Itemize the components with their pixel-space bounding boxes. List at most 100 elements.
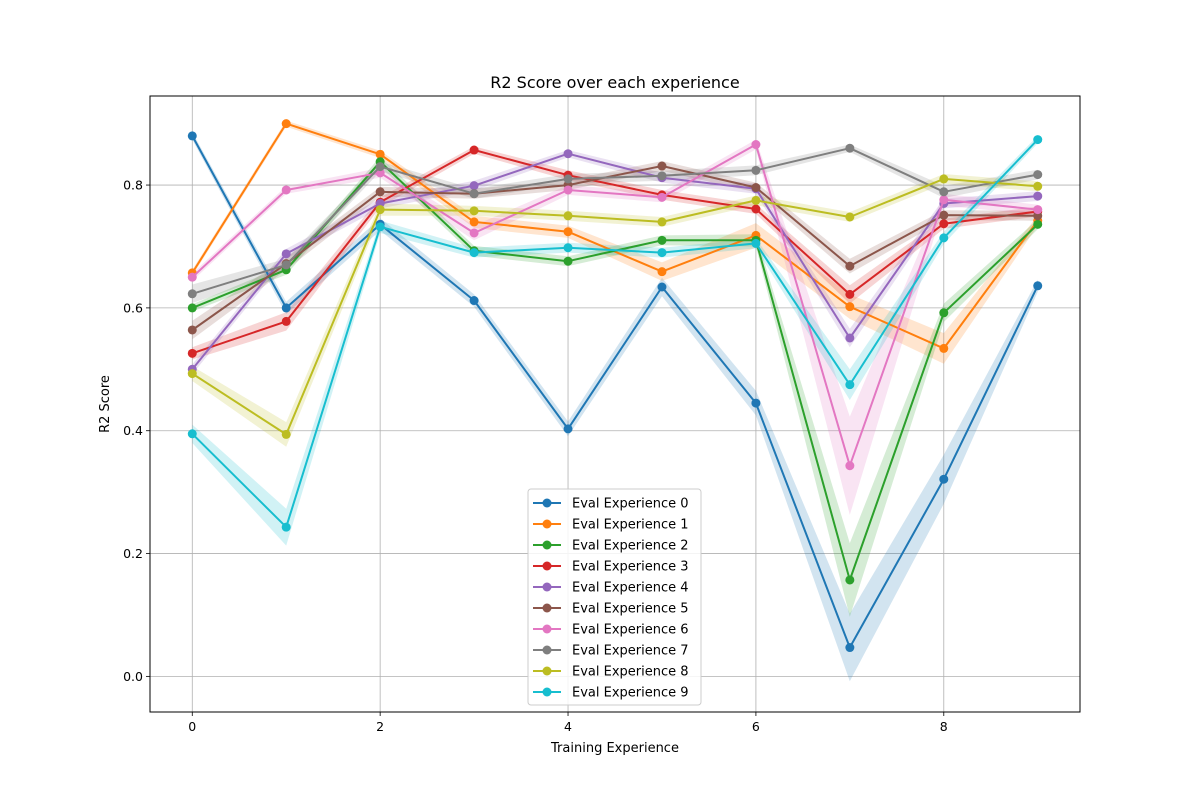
- series-6-point: [469, 228, 479, 238]
- legend-marker: [542, 603, 552, 613]
- series-9-point: [281, 522, 291, 532]
- series-9-line: [191, 138, 1039, 529]
- series-1-point: [845, 302, 855, 312]
- legend-entry: Eval Experience 5: [533, 602, 689, 617]
- series-0-point: [469, 296, 479, 306]
- series-3-point: [469, 145, 479, 155]
- legend-label: Eval Experience 3: [572, 560, 689, 575]
- series-5-point: [939, 210, 949, 220]
- y-tick-label: 0.0: [123, 669, 143, 684]
- series-8-band: [192, 174, 1038, 447]
- series-5-point: [657, 161, 667, 171]
- series-5-point: [375, 187, 385, 197]
- plot-frame: [149, 95, 1081, 713]
- series-3-point: [281, 316, 291, 326]
- legend-label: Eval Experience 6: [572, 623, 689, 638]
- legend-marker: [542, 561, 552, 571]
- series-7-point: [657, 171, 667, 181]
- series-0-point: [1033, 281, 1043, 291]
- series-7-point: [1033, 170, 1043, 180]
- chart-title: R2 Score over each experience: [490, 73, 739, 92]
- series-6-point: [845, 461, 855, 471]
- series-9-point: [751, 238, 761, 248]
- series-5-band: [192, 161, 1038, 340]
- series-9-point: [657, 248, 667, 258]
- series-8-point: [939, 174, 949, 184]
- series-2-point: [1033, 219, 1043, 229]
- series-1-point: [657, 267, 667, 277]
- legend-marker: [542, 519, 552, 529]
- series-6-point: [939, 195, 949, 205]
- y-tick-label: 0.4: [123, 423, 143, 438]
- legend-marker: [542, 498, 552, 508]
- series-6-point: [187, 272, 197, 282]
- series-8-point: [469, 206, 479, 216]
- legend-entry: Eval Experience 4: [533, 581, 689, 596]
- series-1-point: [939, 343, 949, 353]
- legend-marker: [542, 582, 552, 592]
- series-6-point: [1033, 205, 1043, 215]
- series-8-point: [1033, 181, 1043, 191]
- series-6-point: [281, 185, 291, 195]
- series-7-point: [375, 162, 385, 172]
- series-5-point: [751, 183, 761, 193]
- series-4-point: [563, 149, 573, 159]
- series-7-point: [751, 165, 761, 175]
- series-7-point: [563, 174, 573, 184]
- legend-marker: [542, 540, 552, 550]
- legend-entry: Eval Experience 7: [533, 644, 689, 659]
- legend-entry: Eval Experience 8: [533, 665, 689, 680]
- series-0-point: [657, 282, 667, 292]
- series-2-band: [192, 156, 1038, 617]
- series-8-point: [657, 217, 667, 227]
- legend: Eval Experience 0 Eval Experience 1 Eval E…: [527, 488, 702, 706]
- series-1-point: [281, 119, 291, 129]
- series-6-point: [751, 140, 761, 150]
- series-2-point: [563, 256, 573, 266]
- series-9-point: [469, 248, 479, 258]
- series-0-point: [187, 131, 197, 141]
- series-2-point: [845, 575, 855, 585]
- x-tick-label: 2: [376, 719, 384, 734]
- legend-label: Eval Experience 5: [572, 602, 689, 617]
- series-0-point: [751, 398, 761, 408]
- series-2-point: [657, 235, 667, 245]
- legend-label: Eval Experience 1: [572, 518, 689, 533]
- x-tick-label: 4: [564, 719, 572, 734]
- series-9-point: [187, 429, 197, 439]
- series-1-point: [375, 149, 385, 159]
- series-1-point: [469, 217, 479, 227]
- series-8-line: [191, 177, 1038, 436]
- legend-entry: Eval Experience 0: [533, 497, 689, 512]
- axis-ticks: 0 2 4 6 8 0.0 0.2 0.4 0.6 0.8: [123, 178, 948, 734]
- legend-entry: Eval Experience 9: [533, 686, 689, 701]
- series-7-line: [192, 147, 1038, 295]
- y-tick-label: 0.8: [123, 178, 143, 193]
- series-3-point: [751, 204, 761, 214]
- series-7-point: [939, 187, 949, 197]
- series-9-point: [375, 222, 385, 232]
- legend-marker: [542, 645, 552, 655]
- series-6-point: [657, 192, 667, 202]
- y-axis-label: R2 Score: [98, 375, 113, 433]
- series-2-point: [939, 308, 949, 318]
- y-tick-label: 0.2: [123, 546, 143, 561]
- x-tick-label: 6: [752, 719, 760, 734]
- series-8-point: [281, 429, 291, 439]
- series-3-band: [192, 146, 1038, 360]
- series-0-point: [281, 303, 291, 313]
- series-5-point: [187, 325, 197, 335]
- series-8-point: [845, 212, 855, 222]
- series-8-point: [563, 211, 573, 221]
- series-6-point: [563, 185, 573, 195]
- series-0-point: [939, 474, 949, 484]
- x-tick-label: 8: [940, 719, 948, 734]
- series-6-band: [192, 139, 1038, 515]
- series-0-line: [191, 135, 1039, 649]
- series-9-point: [845, 380, 855, 390]
- legend-label: Eval Experience 0: [572, 497, 689, 512]
- series-4-point: [281, 249, 291, 259]
- series-5-point: [845, 261, 855, 271]
- series-4-point: [1033, 191, 1043, 201]
- series-9-point: [1033, 135, 1043, 145]
